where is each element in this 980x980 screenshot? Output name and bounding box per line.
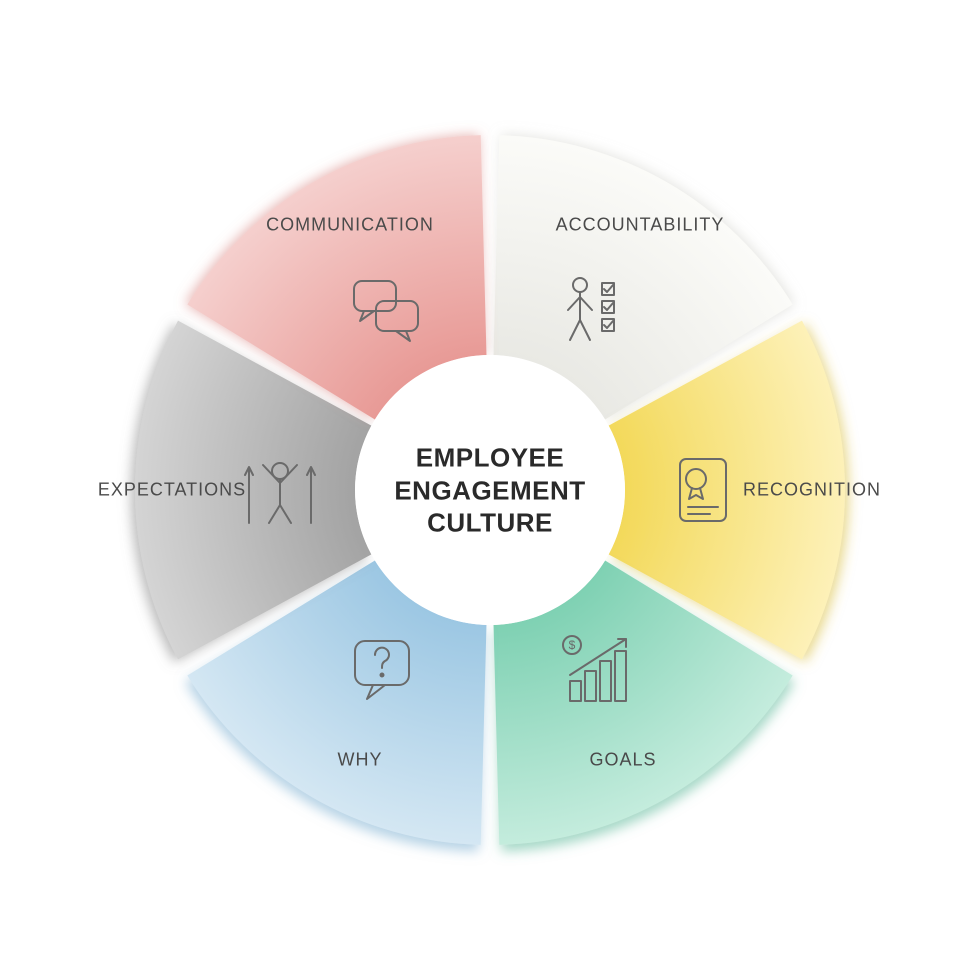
label-why: WHY	[338, 750, 383, 771]
question-bubble-icon	[337, 625, 427, 715]
center-title-line1: EMPLOYEE	[394, 441, 585, 474]
label-recognition: RECOGNITION	[743, 480, 881, 501]
person-checklist-icon	[550, 265, 640, 355]
infographic-stage: EMPLOYEE ENGAGEMENT CULTURE ACCOUNTABILI…	[0, 0, 980, 980]
chat-bubbles-icon	[340, 265, 430, 355]
label-communication: COMMUNICATION	[266, 215, 434, 236]
center-title: EMPLOYEE ENGAGEMENT CULTURE	[394, 441, 585, 539]
award-document-icon	[658, 445, 748, 535]
svg-text:$: $	[569, 638, 576, 652]
center-title-line2: ENGAGEMENT	[394, 474, 585, 507]
label-expectations: EXPECTATIONS	[98, 480, 246, 501]
label-accountability: ACCOUNTABILITY	[556, 215, 725, 236]
center-title-line3: CULTURE	[394, 506, 585, 539]
label-goals: GOALS	[589, 750, 656, 771]
person-raise-icon	[235, 445, 325, 535]
bar-growth-icon: $	[552, 625, 642, 715]
